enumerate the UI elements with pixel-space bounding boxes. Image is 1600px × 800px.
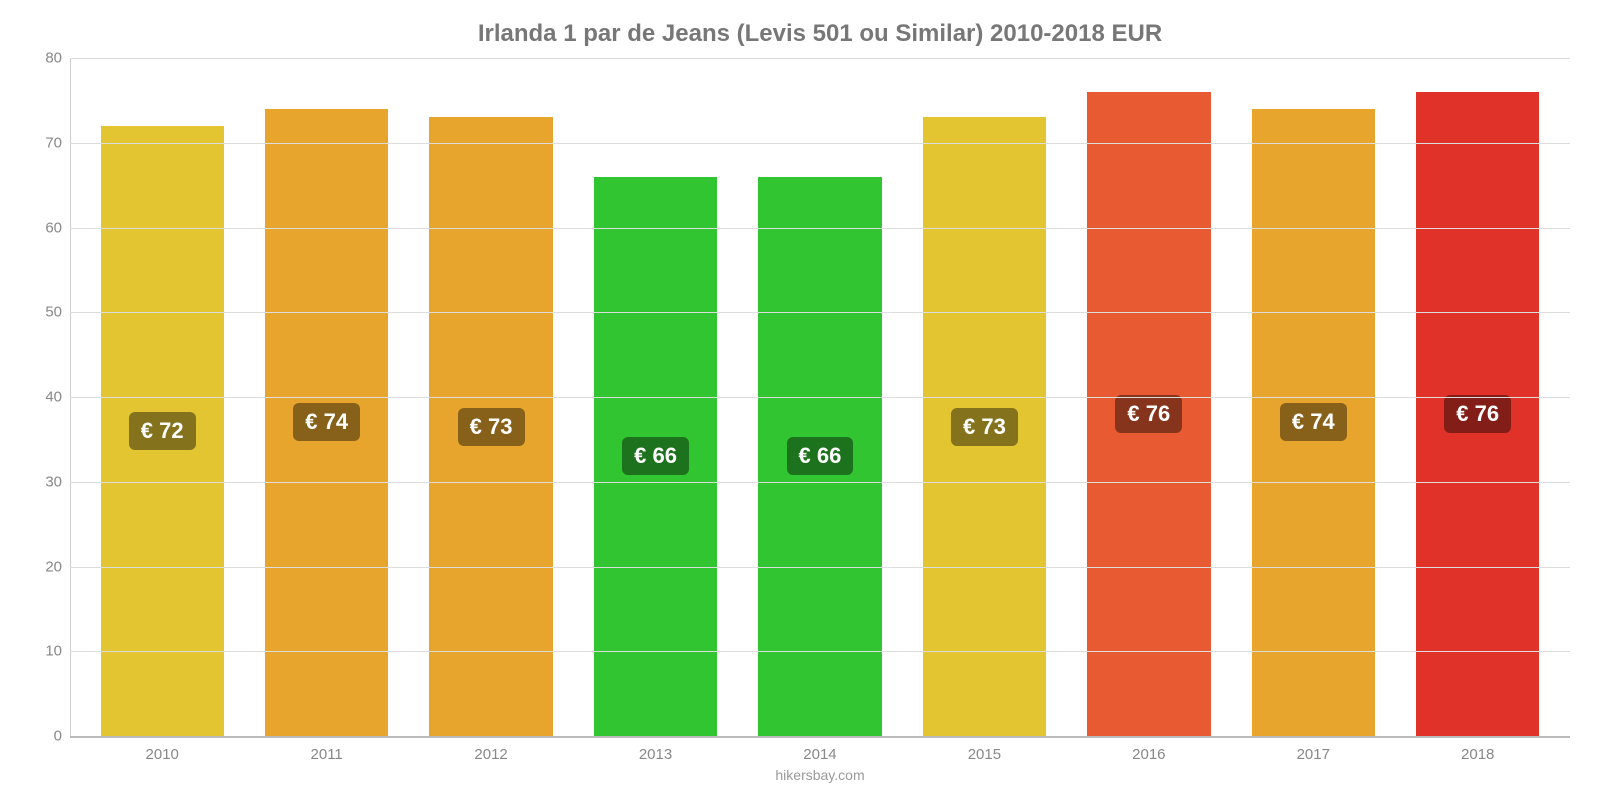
bar-value-label: € 66 (787, 437, 854, 475)
y-tick-label: 40 (30, 389, 62, 406)
x-tick-label: 2011 (244, 746, 408, 763)
bar: € 73 (429, 117, 552, 736)
y-tick-label: 80 (30, 50, 62, 67)
bar-value-label: € 76 (1444, 395, 1511, 433)
x-tick-label: 2010 (80, 746, 244, 763)
bar: € 73 (923, 117, 1046, 736)
bar: € 74 (265, 109, 388, 736)
bar: € 76 (1416, 92, 1539, 736)
grid-line (70, 312, 1570, 313)
grid-line (70, 651, 1570, 652)
bar-value-label: € 72 (129, 412, 196, 450)
bar-value-label: € 73 (458, 408, 525, 446)
chart-container: Irlanda 1 par de Jeans (Levis 501 ou Sim… (0, 0, 1600, 800)
y-tick-label: 20 (30, 558, 62, 575)
grid-line (70, 58, 1570, 59)
bar-value-label: € 74 (293, 403, 360, 441)
chart-footer: hikersbay.com (70, 767, 1570, 783)
grid-line (70, 228, 1570, 229)
y-tick-label: 0 (30, 728, 62, 745)
x-tick-label: 2013 (573, 746, 737, 763)
x-axis-labels: 201020112012201320142015201620172018 (70, 738, 1570, 763)
chart-title: Irlanda 1 par de Jeans (Levis 501 ou Sim… (70, 20, 1570, 48)
bar-value-label: € 66 (622, 437, 689, 475)
plot-area: € 72€ 74€ 73€ 66€ 66€ 73€ 76€ 74€ 76 010… (70, 58, 1570, 738)
y-tick-label: 50 (30, 304, 62, 321)
x-tick-label: 2012 (409, 746, 573, 763)
bar-value-label: € 73 (951, 408, 1018, 446)
bar: € 74 (1252, 109, 1375, 736)
x-tick-label: 2017 (1231, 746, 1395, 763)
x-tick-label: 2018 (1396, 746, 1560, 763)
grid-line (70, 482, 1570, 483)
y-tick-label: 70 (30, 134, 62, 151)
bar-value-label: € 74 (1280, 403, 1347, 441)
x-tick-label: 2015 (902, 746, 1066, 763)
y-tick-label: 30 (30, 473, 62, 490)
y-tick-label: 60 (30, 219, 62, 236)
bar: € 76 (1087, 92, 1210, 736)
x-tick-label: 2014 (738, 746, 902, 763)
grid-line (70, 143, 1570, 144)
y-tick-label: 10 (30, 643, 62, 660)
bar-value-label: € 76 (1115, 395, 1182, 433)
x-tick-label: 2016 (1067, 746, 1231, 763)
bar: € 72 (101, 126, 224, 736)
grid-line (70, 567, 1570, 568)
grid-line (70, 397, 1570, 398)
